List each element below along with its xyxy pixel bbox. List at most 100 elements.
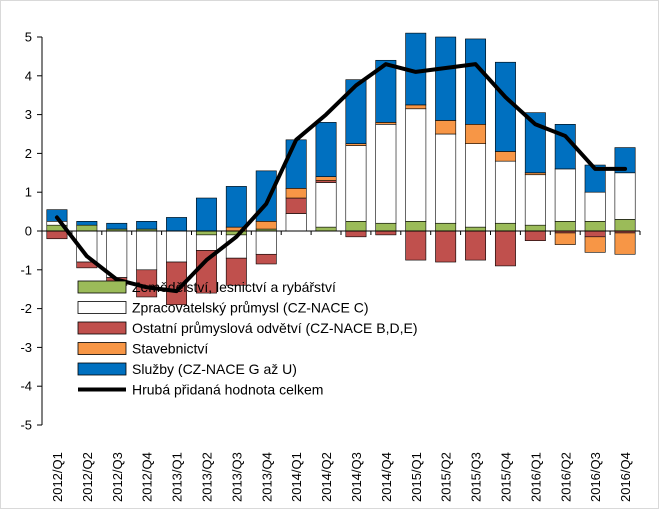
bar-s1-2016-Q4	[614, 172, 636, 220]
y-tick-label: 0	[25, 224, 32, 239]
bar-s2-2013-Q4	[255, 253, 277, 265]
bar-s2-2014-Q3	[345, 230, 367, 238]
legend-entry: Hrubá přidaná hodnota celkem	[78, 382, 323, 398]
bar-s4-2014-Q3	[345, 79, 367, 144]
bar-s3-2016-Q4	[614, 232, 636, 255]
bar-s4-2012-Q4	[136, 221, 158, 230]
x-tick-label: 2013/Q2	[199, 452, 214, 502]
bar-s1-2015-Q2	[435, 133, 457, 224]
y-tick-label: 3	[25, 107, 32, 122]
bar-s1-2015-Q1	[405, 108, 427, 222]
bar-s0-2016-Q4	[614, 219, 636, 232]
legend-swatch	[77, 342, 127, 355]
y-tick-label: 5	[25, 30, 32, 45]
bar-s1-2016-Q3	[584, 191, 606, 222]
bar-s0-2015-Q2	[435, 222, 457, 232]
y-tick-label: -3	[20, 340, 32, 355]
bar-s2-2014-Q1	[285, 197, 307, 214]
legend-swatch	[77, 280, 127, 294]
legend: Zemědělství, lesnictví a rybářství Zpraco…	[77, 279, 418, 398]
x-tick-label: 2015/Q2	[439, 452, 454, 502]
bar-s0-2016-Q1	[524, 224, 546, 232]
bar-s3-2015-Q1	[405, 104, 427, 110]
bar-s4-2015-Q4	[494, 61, 516, 152]
bar-s0-2014-Q3	[345, 221, 367, 232]
legend-label: Ostatní průmyslová odvětví (CZ-NACE B,D,…	[132, 320, 418, 336]
x-tick-label: 2013/Q1	[170, 452, 185, 502]
y-tick-label: 1	[25, 185, 32, 200]
legend-label: Služby (CZ-NACE G až U)	[132, 361, 297, 377]
bar-s4-2014-Q2	[315, 122, 337, 177]
bar-s1-2016-Q1	[524, 174, 546, 226]
x-tick-label: 2015/Q4	[498, 452, 513, 502]
bar-s4-2015-Q2	[435, 36, 457, 121]
y-tick-label: -5	[20, 418, 32, 433]
bar-s3-2014-Q2	[315, 176, 337, 181]
x-tick-label: 2012/Q4	[140, 452, 155, 502]
bar-s0-2016-Q2	[554, 221, 576, 232]
legend-swatch	[77, 301, 127, 314]
x-tick-label: 2012/Q1	[50, 452, 65, 502]
bar-s0-2016-Q3	[584, 221, 606, 232]
bar-s4-2012-Q2	[76, 221, 98, 226]
legend-swatch	[77, 362, 127, 376]
x-tick-label: 2013/Q3	[229, 452, 244, 502]
y-tick-label: -4	[20, 379, 32, 394]
bar-s0-2015-Q4	[494, 222, 516, 232]
legend-label: Zemědělství, lesnictví a rybářství	[132, 279, 336, 295]
bar-s1-2013-Q1	[166, 230, 188, 263]
bar-s2-2016-Q3	[584, 230, 606, 238]
bar-s1-2014-Q3	[345, 145, 367, 222]
x-tick-label: 2014/Q3	[349, 452, 364, 502]
bar-s0-2015-Q3	[465, 226, 487, 232]
y-tick-label: 4	[25, 68, 32, 83]
bar-s2-2016-Q1	[524, 230, 546, 241]
bar-s1-2014-Q1	[285, 213, 307, 232]
bar-s4-2013-Q1	[166, 217, 188, 232]
x-tick-label: 2012/Q3	[110, 452, 125, 502]
bar-s1-2015-Q4	[494, 160, 516, 224]
bar-s2-2012-Q1	[46, 230, 68, 240]
bar-s1-2012-Q3	[106, 230, 128, 278]
bar-s1-2013-Q2	[195, 234, 217, 251]
bar-s0-2012-Q2	[76, 224, 98, 232]
legend-label: Hrubá přidaná hodnota celkem	[132, 382, 323, 398]
bar-s3-2015-Q2	[435, 120, 457, 135]
bar-s1-2013-Q4	[255, 230, 277, 255]
axes-layer: 5 4 3 2 1 0 -1 -2 -3 -4 -5 2012/Q1 2012/Q2 2012/Q3 201…	[20, 30, 641, 502]
bar-s3-2016-Q2	[554, 232, 576, 245]
y-tick-label: 2	[25, 146, 32, 161]
bar-s3-2016-Q3	[584, 236, 606, 253]
bar-s4-2016-Q3	[584, 164, 606, 193]
x-tick-label: 2016/Q3	[588, 452, 603, 502]
legend-entry: Zemědělství, lesnictví a rybářství	[77, 279, 336, 295]
bar-s0-2015-Q1	[405, 221, 427, 232]
x-tick-label: 2012/Q2	[80, 452, 95, 502]
bar-s2-2014-Q4	[375, 230, 397, 236]
y-tick-label: -2	[20, 301, 32, 316]
x-tick-label: 2015/Q1	[409, 452, 424, 502]
legend-label: Zpracovatelský průmysl (CZ-NACE C)	[132, 300, 368, 316]
bar-s0-2013-Q2	[195, 230, 217, 236]
bar-s2-2015-Q2	[435, 230, 457, 263]
bar-s4-2013-Q3	[225, 186, 247, 228]
bar-s1-2015-Q3	[465, 143, 487, 228]
bar-s2-2015-Q3	[465, 230, 487, 261]
bar-s3-2015-Q3	[465, 124, 487, 145]
bar-s1-2012-Q4	[136, 230, 158, 271]
line-layer	[54, 62, 628, 294]
x-tick-label: 2016/Q4	[618, 452, 633, 502]
bar-s1-2016-Q2	[554, 168, 576, 222]
legend-entry: Stavebnictví	[77, 341, 208, 357]
bar-s2-2013-Q3	[225, 257, 247, 286]
legend-entry: Zpracovatelský průmysl (CZ-NACE C)	[77, 300, 368, 316]
bar-s4-2015-Q3	[465, 38, 487, 125]
bar-s1-2014-Q2	[315, 182, 337, 228]
legend-label: Stavebnictví	[132, 341, 208, 357]
x-tick-label: 2013/Q4	[259, 452, 274, 502]
bar-s4-2014-Q1	[285, 139, 307, 189]
bar-s2-2015-Q1	[405, 230, 427, 261]
